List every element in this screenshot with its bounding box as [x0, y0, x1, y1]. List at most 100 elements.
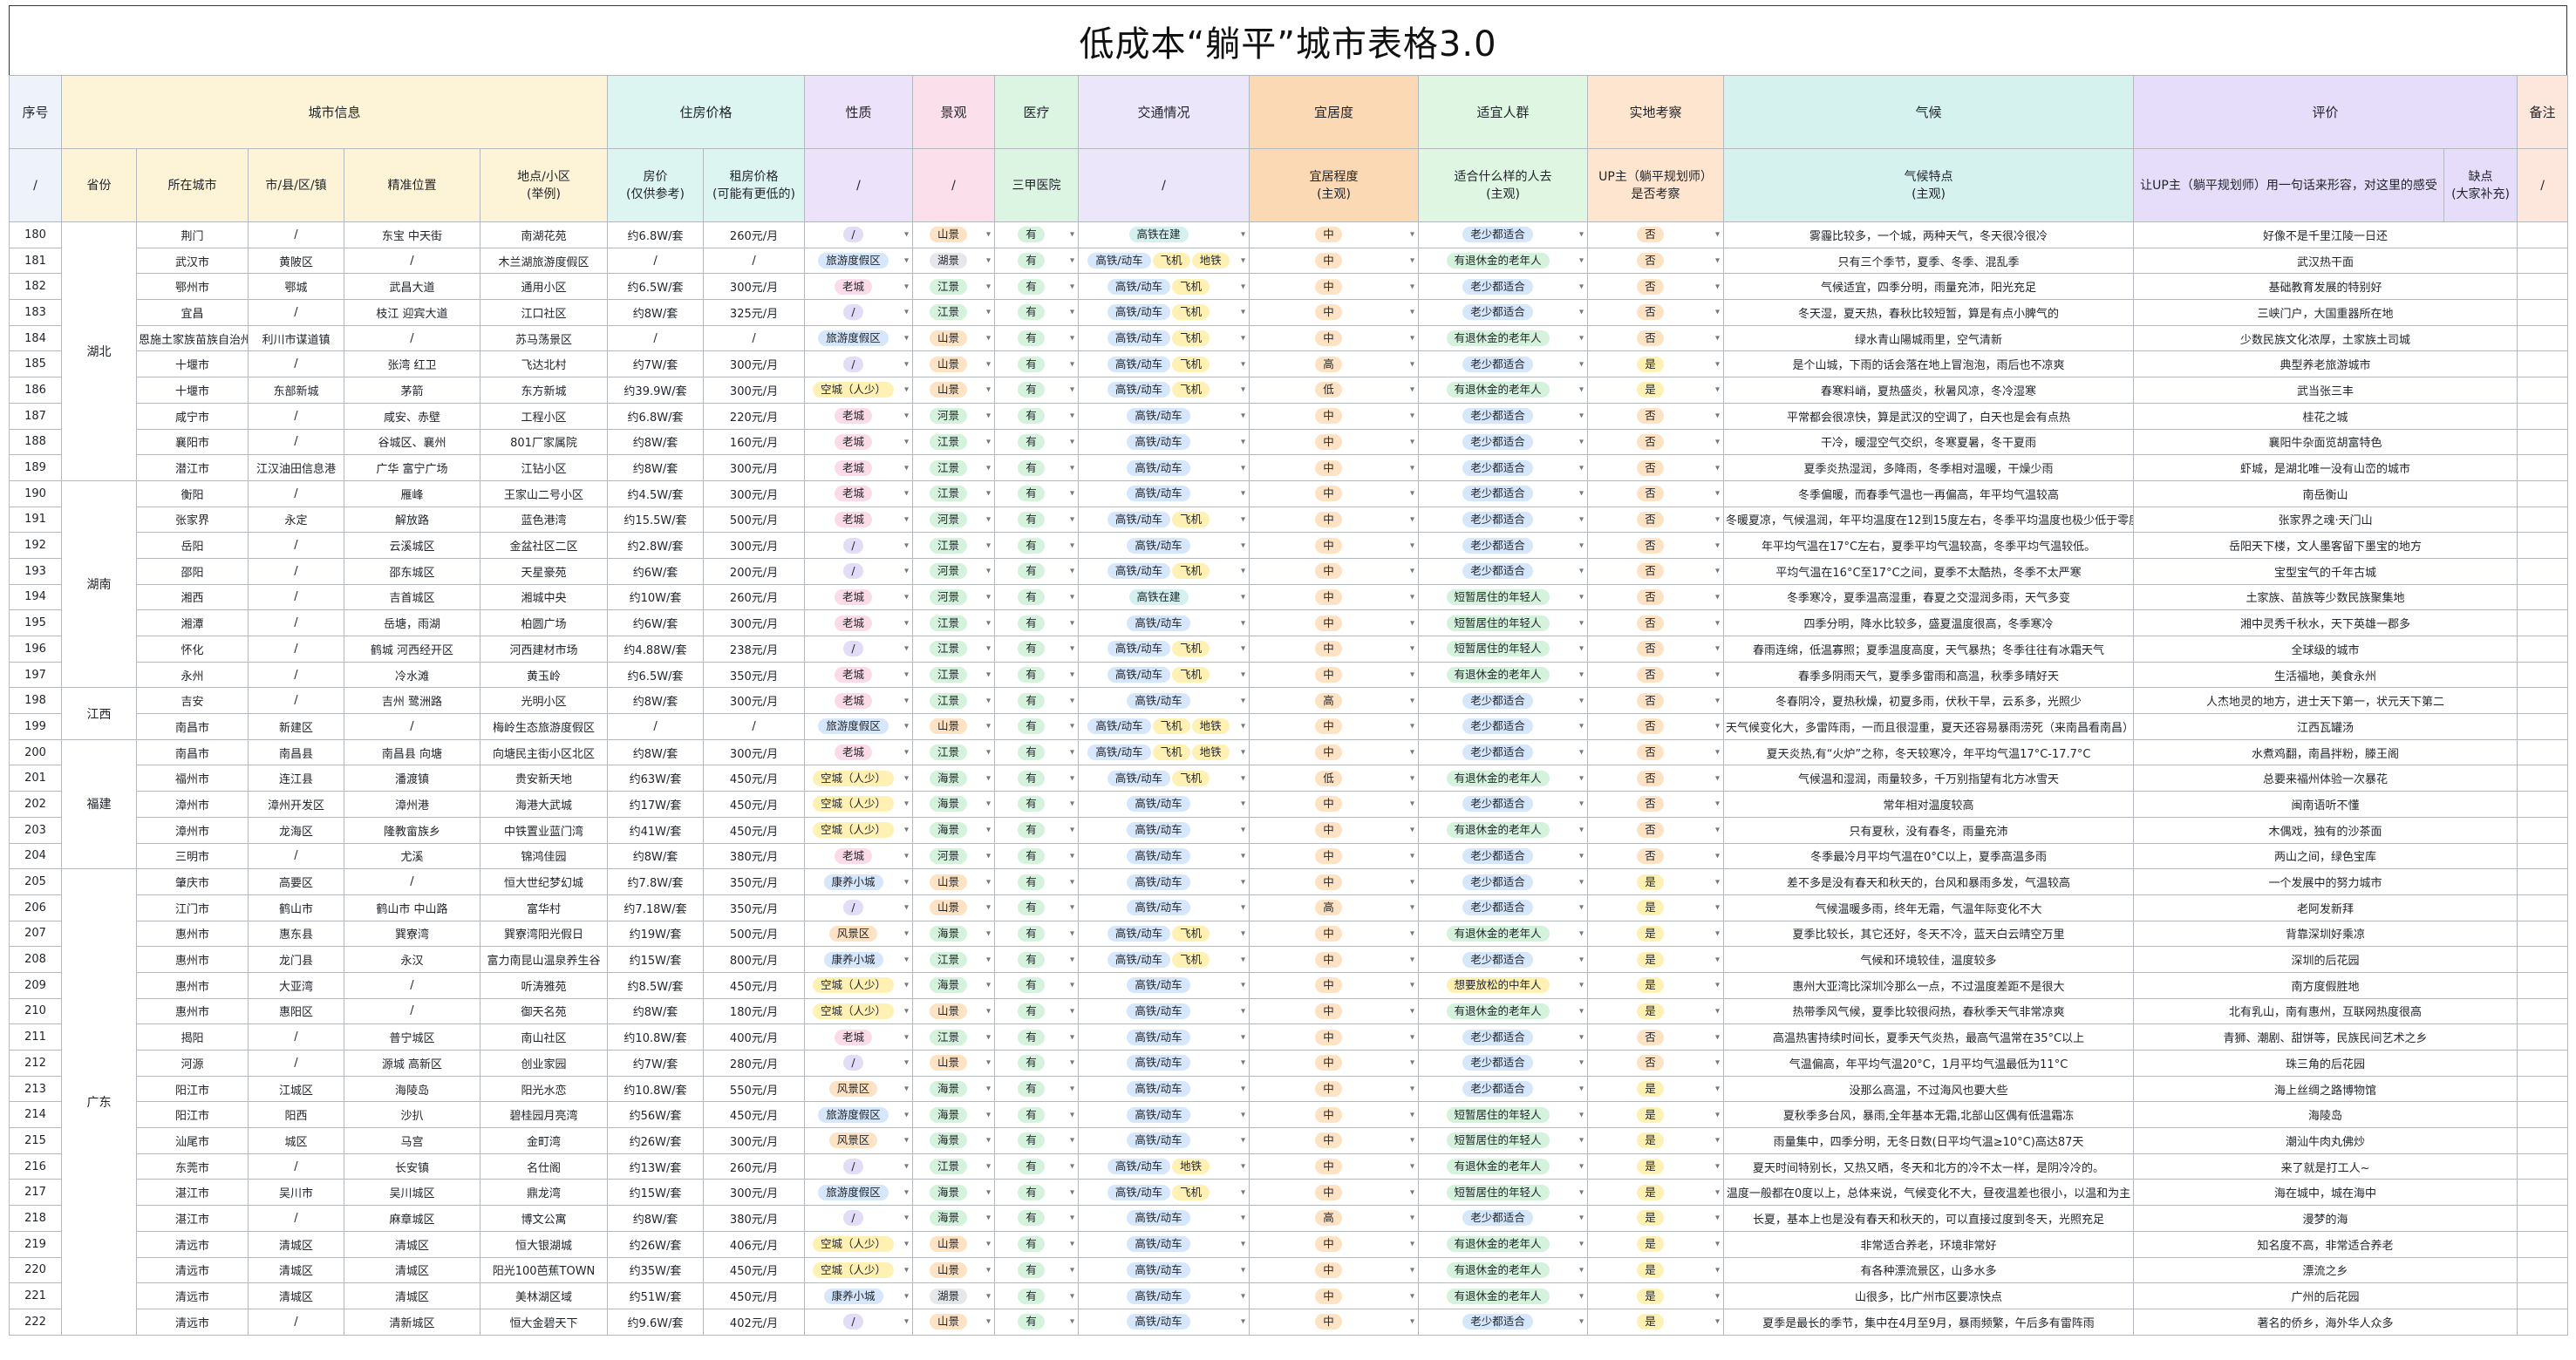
livability-cell[interactable]: 中 [1249, 1127, 1420, 1154]
suitable-people-cell[interactable]: 有退休金的老年人 [1418, 997, 1589, 1025]
livability-cell[interactable]: 中 [1249, 1023, 1420, 1051]
climate-cell[interactable]: 夏季比较长，其它还好，冬天不冷，蓝天白云晴空万里 [1723, 920, 2135, 948]
climate-cell[interactable]: 长夏，基本上也是没有春天和秋天的，可以直接过度到冬天，光照充足 [1723, 1205, 2135, 1232]
livability-cell[interactable]: 中 [1249, 636, 1420, 663]
visited-cell[interactable]: 是 [1587, 1230, 1725, 1258]
nature-cell[interactable]: / [804, 299, 914, 326]
house-price-cell[interactable]: 约7.8W/套 [607, 868, 705, 895]
community-cell[interactable]: 鼎龙湾 [479, 1179, 609, 1207]
nature-cell[interactable]: 老城 [804, 506, 914, 534]
suitable-people-cell[interactable]: 有退休金的老年人 [1418, 765, 1589, 792]
scenery-cell[interactable]: 河景 [912, 557, 996, 585]
transport-cell[interactable]: 高铁/动车 [1078, 894, 1251, 921]
rent-price-cell[interactable]: 300元/月 [703, 479, 806, 507]
review-cell[interactable]: 桂花之城 [2133, 402, 2518, 430]
visited-cell[interactable]: 是 [1587, 1308, 1725, 1336]
community-cell[interactable]: 锦鸿佳园 [479, 842, 609, 870]
note-cell[interactable] [2517, 479, 2569, 507]
nature-cell[interactable]: 旅游度假区 [804, 247, 914, 275]
transport-cell[interactable]: 高铁/动车 飞机 [1078, 946, 1251, 973]
city-cell[interactable]: 惠州市 [136, 971, 249, 999]
community-cell[interactable]: 恒大银湖城 [479, 1230, 609, 1258]
nature-cell[interactable]: 空城（人少） [804, 1230, 914, 1258]
row-number[interactable]: 187 [9, 402, 62, 430]
location-cell[interactable]: 清新城区 [344, 1308, 480, 1336]
district-cell[interactable]: 清城区 [248, 1282, 344, 1309]
livability-cell[interactable]: 中 [1249, 1050, 1420, 1077]
visited-cell[interactable]: 否 [1587, 738, 1725, 766]
city-cell[interactable]: 汕尾市 [136, 1127, 249, 1154]
city-cell[interactable]: 惠州市 [136, 920, 249, 948]
nature-cell[interactable]: 空城（人少） [804, 816, 914, 844]
climate-cell[interactable]: 差不多是没有春天和秋天的，台风和暴雨多发，气温较高 [1723, 868, 2135, 895]
row-number[interactable]: 200 [9, 738, 62, 766]
community-cell[interactable]: 江口社区 [479, 299, 609, 326]
visited-cell[interactable]: 否 [1587, 609, 1725, 636]
nature-cell[interactable]: 风景区 [804, 1127, 914, 1154]
province-cell[interactable]: 江西 [61, 687, 137, 740]
suitable-people-cell[interactable]: 有退休金的老年人 [1418, 1153, 1589, 1180]
district-cell[interactable]: 清城区 [248, 1256, 344, 1284]
community-cell[interactable]: 南山社区 [479, 1023, 609, 1051]
row-number[interactable]: 201 [9, 765, 62, 792]
nature-cell[interactable]: 老城 [804, 842, 914, 870]
district-cell[interactable]: 阳西 [248, 1101, 344, 1129]
row-number[interactable]: 190 [9, 479, 62, 507]
location-cell[interactable]: 隆教畲族乡 [344, 816, 480, 844]
rent-price-cell[interactable]: 260元/月 [703, 221, 806, 248]
transport-cell[interactable]: 高铁/动车 飞机 [1078, 661, 1251, 689]
nature-cell[interactable]: / [804, 350, 914, 378]
transport-cell[interactable]: 高铁/动车 飞机 [1078, 350, 1251, 378]
row-number[interactable]: 207 [9, 920, 62, 948]
scenery-cell[interactable]: 江景 [912, 661, 996, 689]
livability-cell[interactable]: 中 [1249, 273, 1420, 301]
note-cell[interactable] [2517, 428, 2569, 456]
house-price-cell[interactable]: 约8W/套 [607, 842, 705, 870]
district-cell[interactable]: 连江县 [248, 765, 344, 792]
row-number[interactable]: 188 [9, 428, 62, 456]
review-cell[interactable]: 漂流之乡 [2133, 1256, 2518, 1284]
nature-cell[interactable]: 老城 [804, 738, 914, 766]
visited-cell[interactable]: 否 [1587, 324, 1725, 352]
district-cell[interactable]: / [248, 532, 344, 559]
rent-price-cell[interactable]: 300元/月 [703, 1179, 806, 1207]
location-cell[interactable]: 吉首城区 [344, 583, 480, 611]
nature-cell[interactable]: / [804, 557, 914, 585]
livability-cell[interactable]: 高 [1249, 894, 1420, 921]
suitable-people-cell[interactable]: 老少都适合 [1418, 273, 1589, 301]
review-cell[interactable]: 典型养老旅游城市 [2133, 350, 2518, 378]
city-cell[interactable]: 清远市 [136, 1256, 249, 1284]
transport-cell[interactable]: 高铁/动车 [1078, 1256, 1251, 1284]
climate-cell[interactable]: 山很多，比广州市区要凉快点 [1723, 1282, 2135, 1309]
livability-cell[interactable]: 中 [1249, 1075, 1420, 1103]
climate-cell[interactable]: 平常都会很凉快，算是武汉的空调了，白天也是会有点热 [1723, 402, 2135, 430]
location-cell[interactable]: 清城区 [344, 1282, 480, 1309]
rent-price-cell[interactable]: 300元/月 [703, 738, 806, 766]
visited-cell[interactable]: 否 [1587, 299, 1725, 326]
suitable-people-cell[interactable]: 老少都适合 [1418, 350, 1589, 378]
scenery-cell[interactable]: 江景 [912, 946, 996, 973]
note-cell[interactable] [2517, 583, 2569, 611]
transport-cell[interactable]: 高铁/动车 飞机 [1078, 1179, 1251, 1207]
community-cell[interactable]: 碧桂园月亮湾 [479, 1101, 609, 1129]
livability-cell[interactable]: 中 [1249, 479, 1420, 507]
nature-cell[interactable]: / [804, 636, 914, 663]
community-cell[interactable]: 巽寮湾阳光假日 [479, 920, 609, 948]
medical-cell[interactable]: 有 [994, 920, 1080, 948]
livability-cell[interactable]: 中 [1249, 609, 1420, 636]
transport-cell[interactable]: 高铁/动车 地铁 [1078, 1153, 1251, 1180]
medical-cell[interactable]: 有 [994, 428, 1080, 456]
review-cell[interactable]: 著名的侨乡，海外华人众多 [2133, 1308, 2518, 1336]
review-cell[interactable]: 老阿发新拜 [2133, 894, 2518, 921]
rent-price-cell[interactable]: 550元/月 [703, 1075, 806, 1103]
city-cell[interactable]: 河源 [136, 1050, 249, 1077]
rent-price-cell[interactable]: / [703, 713, 806, 740]
district-cell[interactable]: / [248, 687, 344, 715]
review-cell[interactable]: 人杰地灵的地方，进士天下第一，状元天下第二 [2133, 687, 2518, 715]
location-cell[interactable]: / [344, 247, 480, 275]
scenery-cell[interactable]: 河景 [912, 506, 996, 534]
rent-price-cell[interactable]: 180元/月 [703, 997, 806, 1025]
community-cell[interactable]: 东方新城 [479, 377, 609, 404]
district-cell[interactable]: 清城区 [248, 1230, 344, 1258]
location-cell[interactable]: / [344, 997, 480, 1025]
